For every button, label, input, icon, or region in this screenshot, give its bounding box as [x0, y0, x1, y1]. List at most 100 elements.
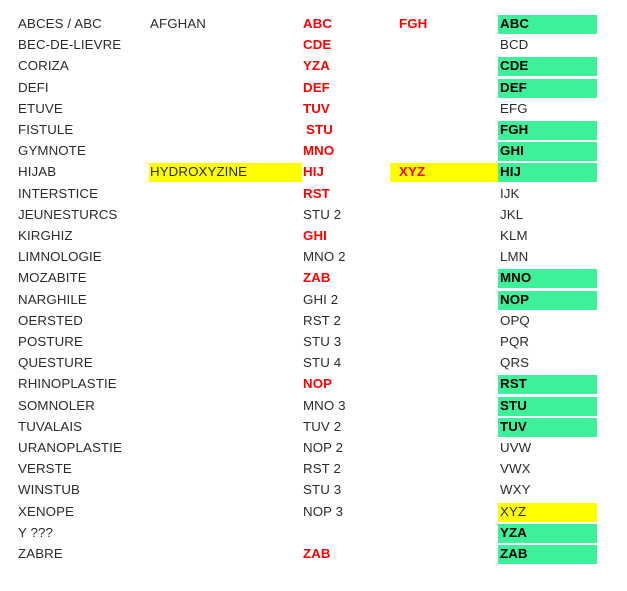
code-cell-text: DEF — [303, 79, 330, 95]
code-cell: CDE — [303, 35, 331, 56]
reference-cell-text: EFG — [500, 100, 528, 116]
reference-cell-text: LMN — [500, 249, 529, 265]
code-cell: GHI — [303, 226, 327, 247]
reference-cell: XYZ — [500, 502, 526, 523]
table-row: QUESTURE STU 4 QRS — [0, 353, 627, 374]
alt-code-cell-text: XYZ — [399, 164, 426, 180]
code-cell-text: ZAB — [303, 270, 331, 286]
term-cell: ETUVE — [18, 99, 63, 120]
code-cell: TUV 2 — [303, 417, 341, 438]
code-cell-text: ABC — [303, 16, 333, 31]
table-row: DEFI DEF DEF — [0, 78, 627, 99]
term-cell-text: NARGHILE — [18, 291, 87, 307]
term-cell-text: BEC-DE-LIEVRE — [18, 37, 122, 53]
reference-cell-text: XYZ — [500, 503, 527, 519]
table-row: JEUNESTURCS STU 2 JKL — [0, 205, 627, 226]
term-cell-text: CORIZA — [18, 58, 69, 74]
reference-cell-text: ABC — [500, 16, 530, 31]
term-cell-text: XENOPE — [18, 503, 75, 519]
term-cell: POSTURE — [18, 332, 83, 353]
term-cell: XENOPE — [18, 502, 74, 523]
term-cell: WINSTUB — [18, 480, 80, 501]
term-cell: KIRGHIZ — [18, 226, 73, 247]
code-cell-text: TUV 2 — [303, 418, 342, 434]
reference-cell-text: VWX — [500, 461, 531, 477]
term-cell-text: TUVALAIS — [18, 418, 83, 434]
code-cell: STU 3 — [303, 480, 341, 501]
table-row: OERSTED RST 2 OPQ — [0, 311, 627, 332]
term-cell-text: MOZABITE — [18, 270, 87, 286]
code-cell-text: GHI — [303, 228, 327, 243]
table-row: URANOPLASTIE NOP 2 UVW — [0, 438, 627, 459]
table-row: INTERSTICE RST IJK — [0, 184, 627, 205]
code-cell: MNO 3 — [303, 396, 346, 417]
reference-cell: PQR — [500, 332, 529, 353]
term-cell-text: JEUNESTURCS — [18, 206, 118, 222]
code-cell-text: STU — [306, 122, 333, 137]
reference-cell-text: WXY — [500, 482, 531, 498]
code-cell: ZAB — [303, 544, 331, 565]
reference-cell-highlight — [498, 78, 597, 98]
code-cell: ZAB — [303, 268, 331, 289]
reference-cell-highlight — [498, 502, 597, 522]
code-cell-text: HIJ — [303, 164, 324, 180]
table-row: Y ??? YZA — [0, 523, 627, 544]
table-row: FISTULE STU FGH — [0, 120, 627, 141]
term-cell: OERSTED — [18, 311, 83, 332]
reference-cell-highlight — [498, 417, 597, 437]
reference-cell: GHI — [500, 141, 524, 162]
code-cell: GHI 2 — [303, 290, 338, 311]
term-cell-text: LIMNOLOGIE — [18, 249, 102, 265]
term-cell-text: OERSTED — [18, 312, 83, 328]
code-cell-text: STU 2 — [303, 206, 342, 222]
code-cell-text: NOP 3 — [303, 503, 344, 519]
table-row: RHINOPLASTIE NOP RST — [0, 374, 627, 395]
code-cell-text: NOP — [303, 376, 333, 392]
term-cell-text: SOMNOLER — [18, 397, 95, 413]
table-row: LIMNOLOGIE MNO 2 LMN — [0, 247, 627, 268]
term-cell: MOZABITE — [18, 268, 87, 289]
reference-cell-text: YZA — [500, 524, 527, 540]
reference-cell-text: RST — [500, 376, 527, 392]
term-cell: VERSTE — [18, 459, 72, 480]
term-cell: GYMNOTE — [18, 141, 86, 162]
reference-cell: QRS — [500, 353, 529, 374]
term-cell: DEFI — [18, 78, 49, 99]
term-cell-text: GYMNOTE — [18, 143, 86, 159]
code-cell-text: STU 3 — [303, 334, 342, 349]
reference-cell: ABC — [500, 14, 529, 35]
code-cell: NOP 2 — [303, 438, 343, 459]
term-cell: CORIZA — [18, 56, 69, 77]
reference-cell: TUV — [500, 417, 527, 438]
reference-cell: KLM — [500, 226, 528, 247]
term-cell: URANOPLASTIE — [18, 438, 122, 459]
reference-cell-text: TUV — [500, 418, 527, 434]
term-cell: FISTULE — [18, 120, 73, 141]
term-cell-text: ETUVE — [18, 100, 63, 116]
alt-code-cell-highlight — [390, 163, 498, 183]
reference-cell: STU — [500, 396, 527, 417]
reference-cell-highlight — [498, 290, 597, 310]
term-cell-text: Y ??? — [18, 524, 54, 540]
code-cell-text: YZA — [303, 58, 330, 74]
reference-cell-text: UVW — [500, 440, 532, 455]
table-row: ETUVE TUV EFG — [0, 99, 627, 120]
reference-cell: YZA — [500, 523, 527, 544]
reference-cell: ZAB — [500, 544, 528, 565]
reference-cell: LMN — [500, 247, 528, 268]
alt-code-cell-text: FGH — [399, 16, 428, 31]
reference-cell-text: GHI — [500, 143, 524, 159]
reference-cell-text: PQR — [500, 334, 530, 349]
code-cell-text: MNO 3 — [303, 397, 346, 413]
term-cell: QUESTURE — [18, 353, 93, 374]
code-cell-text: MNO 2 — [303, 249, 346, 265]
term-cell-text: FISTULE — [18, 122, 74, 137]
table-row: TUVALAIS TUV 2 TUV — [0, 417, 627, 438]
table-row: WINSTUB STU 3 WXY — [0, 480, 627, 501]
code-cell-text: TUV — [303, 100, 330, 116]
reference-cell-highlight — [498, 396, 597, 416]
reference-cell-highlight — [498, 163, 597, 183]
table-row: CORIZA YZA CDE — [0, 56, 627, 77]
term-cell-text: ZABRE — [18, 546, 63, 561]
